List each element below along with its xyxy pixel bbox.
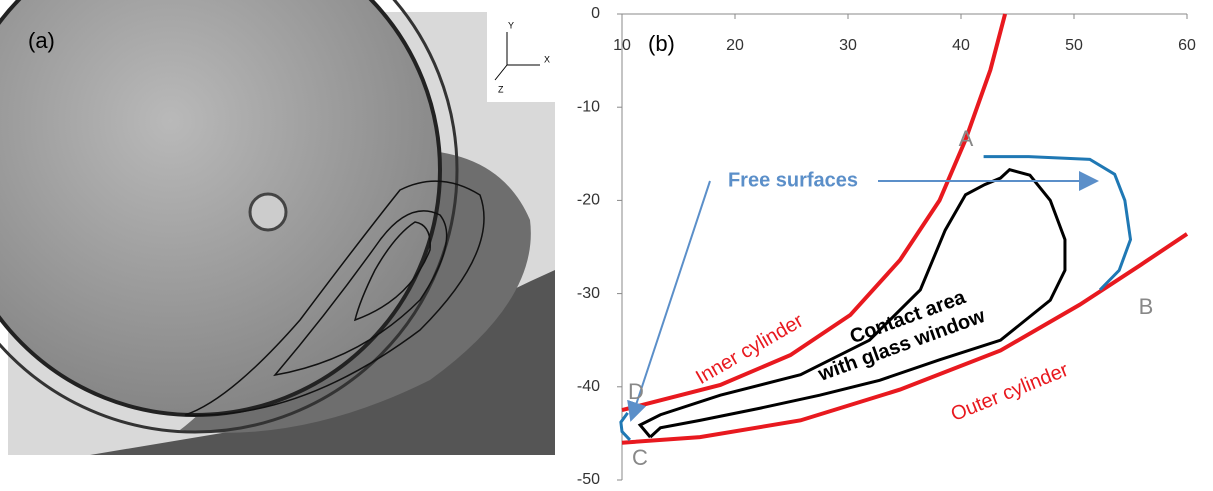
- y-tick-label: -40: [577, 378, 600, 395]
- page: {"panel_a": {"label": "(a)", "axis_y": "…: [0, 0, 1213, 491]
- axis-label: Z: [498, 84, 504, 94]
- panel-label: (b): [648, 31, 675, 56]
- photo-panel: Y X Z (a): [0, 0, 555, 455]
- panel-label: (a): [28, 28, 55, 53]
- annotation: A: [959, 126, 974, 151]
- y-tick-label: -30: [577, 285, 600, 302]
- annotation: B: [1139, 294, 1154, 319]
- series-line: [984, 157, 1131, 290]
- y-tick-label: -20: [577, 192, 600, 209]
- figure: Y X Z (a) (b) 10 20 30 40 50 60 0 -10 -20 -30 -40 -…: [0, 0, 1213, 491]
- x-tick-label: 10: [613, 37, 631, 54]
- annotation: Outer cylinder: [948, 359, 1072, 426]
- axis-label: Y: [508, 20, 514, 30]
- y-tick-label: -50: [577, 471, 600, 488]
- x-tick-label: 20: [726, 37, 744, 54]
- bolt: [250, 194, 286, 230]
- annotation: D: [628, 379, 644, 404]
- x-tick-label: 60: [1178, 37, 1196, 54]
- series-line: [622, 14, 1005, 410]
- y-tick-label: -10: [577, 98, 600, 115]
- y-tick-label: 0: [591, 5, 600, 22]
- x-tick-label: 30: [839, 37, 857, 54]
- axis-label: X: [544, 54, 550, 64]
- x-tick-label: 40: [952, 37, 970, 54]
- annotation: C: [632, 445, 648, 470]
- annotation: Free surfaces: [728, 169, 858, 191]
- x-tick-label: 50: [1065, 37, 1083, 54]
